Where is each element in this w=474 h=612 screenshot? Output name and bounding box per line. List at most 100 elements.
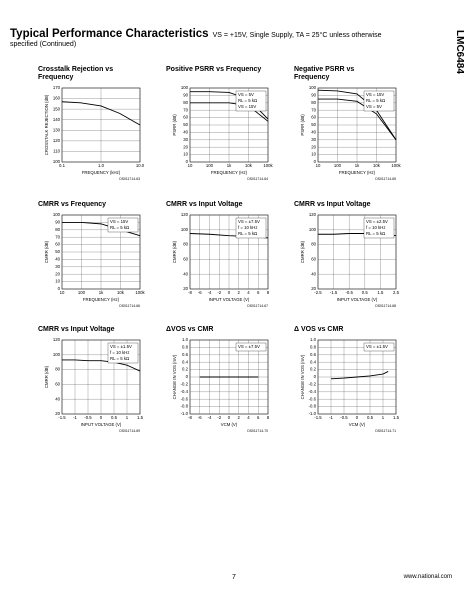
x-tick-label: -6: [198, 415, 202, 420]
x-tick-label: 10.0: [136, 163, 145, 168]
annotation: f = 10 kHz: [238, 225, 257, 230]
annotation-box: [235, 90, 267, 112]
y-axis-label: CMRR (dB): [44, 365, 49, 388]
chart-title: CMRR vs Input Voltage: [294, 201, 371, 208]
y-tick-label: 60: [55, 242, 60, 247]
y-tick-label: 80: [55, 227, 60, 232]
x-tick-label: 10k: [373, 163, 381, 168]
y-tick-label: 50: [183, 122, 188, 127]
y-tick-label: 60: [183, 115, 188, 120]
y-tick-label: 20: [183, 286, 188, 291]
y-tick-label: 0.2: [310, 367, 317, 372]
y-tick-label: 0: [58, 286, 61, 291]
y-axis-label: CMRR (dB): [44, 240, 49, 263]
annotation-box: [107, 342, 139, 364]
x-tick-label: 0.5: [111, 415, 118, 420]
y-tick-label: 60: [55, 382, 60, 387]
y-tick-label: 90: [183, 93, 188, 98]
conditions: VS = +15V, Single Supply, TA = 25°C unle…: [10, 32, 382, 48]
x-tick-label: -8: [188, 290, 192, 295]
y-tick-label: 80: [183, 242, 188, 247]
page-number: 7: [232, 574, 236, 581]
y-axis-label: PSRR (dB): [300, 114, 305, 136]
y-tick-label: 150: [53, 106, 61, 111]
annotation: VS = ±7.5V: [238, 344, 260, 349]
annotation: VS = 15V: [366, 92, 384, 97]
x-tick-label: 100k: [263, 163, 273, 168]
annotation: f = 10 kHz: [366, 225, 385, 230]
y-tick-label: 0.4: [182, 359, 189, 364]
x-axis-label: INPUT VOLTAGE (V): [209, 297, 250, 302]
x-axis-label: FREQUENCY (Hz): [211, 170, 248, 175]
y-tick-label: 0.2: [182, 367, 189, 372]
annotation: VS = ±1.5V: [366, 344, 388, 349]
annotation: VS = 5V: [366, 104, 382, 109]
y-tick-label: 40: [183, 130, 188, 135]
y-axis-label: PSRR (dB): [172, 114, 177, 136]
x-tick-label: 10: [60, 290, 65, 295]
annotation: RL = 5 kΩ: [238, 98, 258, 103]
annotation: VS = ±1.5V: [110, 344, 132, 349]
chart-title: CMRR vs Frequency: [38, 201, 107, 208]
figure-code: DS011714-65: [375, 177, 396, 181]
figure-code: DS011714-63: [119, 177, 140, 181]
url: www.national.com: [403, 574, 452, 580]
figure-code: DS011714-67: [247, 304, 268, 308]
y-tick-label: 130: [53, 127, 61, 132]
y-tick-label: 70: [311, 107, 316, 112]
x-tick-label: 1.5: [137, 415, 144, 420]
x-tick-label: 100: [78, 290, 86, 295]
x-tick-label: 10k: [245, 163, 253, 168]
x-tick-label: -0.5: [340, 415, 348, 420]
y-tick-label: 50: [55, 249, 60, 254]
chart-title: CMRR vs Input Voltage: [38, 326, 115, 333]
annotation: RL = 5 kΩ: [238, 231, 258, 236]
y-tick-label: 100: [53, 212, 61, 217]
annotation: VS = 15V: [238, 104, 256, 109]
annotation-box: [235, 342, 267, 352]
x-tick-label: -6: [198, 290, 202, 295]
x-tick-label: 0: [356, 415, 359, 420]
x-tick-label: 100: [206, 163, 214, 168]
chart-title: Δ VOS vs CMR: [294, 326, 344, 333]
y-tick-label: 20: [311, 144, 316, 149]
x-tick-label: 1: [382, 415, 385, 420]
x-tick-label: 0.1: [59, 163, 66, 168]
x-tick-label: 100k: [391, 163, 401, 168]
x-tick-label: -8: [188, 415, 192, 420]
y-tick-label: 0: [314, 374, 317, 379]
y-tick-label: 40: [311, 271, 316, 276]
y-tick-label: 0.6: [182, 352, 189, 357]
y-tick-label: 120: [309, 212, 317, 217]
y-tick-label: 40: [311, 130, 316, 135]
x-tick-label: -0.5: [345, 290, 353, 295]
y-tick-label: 30: [183, 137, 188, 142]
y-tick-label: 70: [55, 234, 60, 239]
annotation: VS = ±7.5V: [238, 219, 260, 224]
x-tick-label: -4: [208, 290, 212, 295]
annotation: VS = ±2.5V: [366, 219, 388, 224]
x-tick-label: 0.5: [362, 290, 369, 295]
x-tick-label: 4: [247, 415, 250, 420]
x-tick-label: 2: [238, 415, 241, 420]
data-line: [61, 101, 141, 126]
x-tick-label: 6: [257, 415, 260, 420]
x-tick-label: 10: [316, 163, 321, 168]
y-tick-label: 100: [53, 159, 61, 164]
x-tick-label: -0.5: [84, 415, 92, 420]
x-tick-label: 4: [247, 290, 250, 295]
annotation-box: [363, 90, 395, 112]
side-label: LMC6484: [454, 30, 465, 74]
y-axis-label: CHANGE IN VOS (mV): [300, 354, 305, 399]
y-tick-label: 20: [55, 271, 60, 276]
y-tick-label: 0: [186, 159, 189, 164]
data-line: [317, 89, 397, 141]
chart-title: ΔVOS vs CMR: [166, 326, 214, 333]
y-tick-label: 40: [55, 396, 60, 401]
y-tick-label: 80: [55, 367, 60, 372]
y-tick-label: 110: [53, 149, 60, 154]
y-tick-label: 0.4: [310, 359, 317, 364]
x-tick-label: 1: [126, 415, 129, 420]
annotation-box: [107, 217, 139, 233]
